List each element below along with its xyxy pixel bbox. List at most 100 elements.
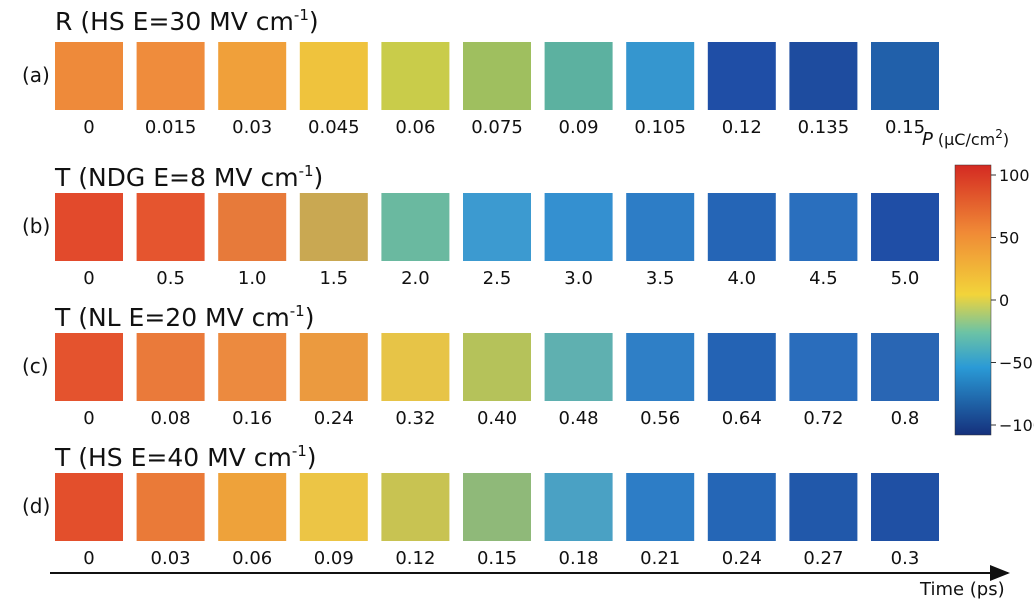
time-label: 0.09 <box>314 548 354 569</box>
time-label: 0.135 <box>798 117 850 138</box>
snapshot-tile <box>463 473 531 541</box>
title-sup: -1 <box>294 6 309 24</box>
snapshot-tile <box>381 193 450 261</box>
colorbar-unit-end: ) <box>1003 130 1009 149</box>
snapshot-tile <box>381 333 450 401</box>
panel-label: (c) <box>22 354 49 378</box>
time-label: 5.0 <box>891 268 920 289</box>
title-sup: -1 <box>290 302 305 320</box>
snapshot-tile <box>789 473 858 541</box>
snapshot-tile <box>789 193 858 261</box>
snapshot-tile <box>789 333 858 401</box>
snapshot-tile <box>626 42 695 110</box>
title-end: ) <box>305 303 315 332</box>
time-label: 0.24 <box>314 408 354 429</box>
time-label: 0 <box>83 548 94 569</box>
snapshot-tile <box>136 42 205 110</box>
time-label: 0.64 <box>722 408 762 429</box>
colorbar-unit: (μC/cm <box>938 130 995 149</box>
snapshot-tile <box>789 42 858 110</box>
colorbar-label: P (μC/cm2) <box>922 127 1009 150</box>
title-text: T (NDG E=8 MV cm <box>54 163 299 192</box>
time-label: 0.075 <box>471 117 523 138</box>
time-label: 0.03 <box>232 117 272 138</box>
time-label: 0.15 <box>885 117 925 138</box>
snapshot-tile <box>463 333 531 401</box>
panel-label: (d) <box>22 494 50 518</box>
snapshot-tile <box>626 333 695 401</box>
colorbar-symbol: P <box>922 129 933 150</box>
snapshot-tile <box>55 333 123 401</box>
time-label: 2.5 <box>483 268 512 289</box>
time-label: 0.18 <box>559 548 599 569</box>
time-label: 0.8 <box>891 408 920 429</box>
time-label: 0.21 <box>640 548 680 569</box>
snapshot-tile <box>218 333 287 401</box>
title-sup: -1 <box>299 162 314 180</box>
time-label: 1.0 <box>238 268 267 289</box>
time-label: 0.15 <box>477 548 517 569</box>
panel-label: (b) <box>22 214 50 238</box>
time-label: 0.015 <box>145 117 197 138</box>
snapshot-tile <box>218 42 287 110</box>
panel-title: T (HS E=40 MV cm-1) <box>54 442 317 472</box>
time-label: 0 <box>83 408 94 429</box>
snapshot-tile <box>299 42 368 110</box>
time-label: 0.03 <box>151 548 191 569</box>
time-label: 0 <box>83 117 94 138</box>
snapshot-tile <box>707 42 776 110</box>
time-label: 0.48 <box>559 408 599 429</box>
time-label: 3.5 <box>646 268 675 289</box>
title-text: T (HS E=40 MV cm <box>54 443 292 472</box>
snapshot-tile <box>136 333 205 401</box>
time-label: 0.24 <box>722 548 762 569</box>
snapshot-tile <box>381 473 450 541</box>
time-label: 0.3 <box>891 548 920 569</box>
time-label: 3.0 <box>564 268 593 289</box>
x-axis-label: Time (ps) <box>919 579 1005 600</box>
title-end: ) <box>314 163 324 192</box>
snapshot-tile <box>871 193 939 261</box>
snapshot-tile <box>707 473 776 541</box>
snapshot-tile <box>626 193 695 261</box>
snapshot-tile <box>463 42 531 110</box>
time-label: 4.5 <box>809 268 838 289</box>
panel-title: T (NDG E=8 MV cm-1) <box>54 162 323 192</box>
colorbar-unit-sup: 2 <box>995 127 1003 141</box>
panel-title: R (HS E=30 MV cm-1) <box>55 6 319 36</box>
time-label: 0.12 <box>722 117 762 138</box>
time-label: 0.09 <box>559 117 599 138</box>
panel-title: T (NL E=20 MV cm-1) <box>54 302 315 332</box>
snapshot-tile <box>707 193 776 261</box>
snapshot-tile <box>544 42 613 110</box>
snapshot-tile <box>55 473 123 541</box>
snapshot-tile <box>544 193 613 261</box>
time-label: 0.5 <box>156 268 185 289</box>
time-label: 1.5 <box>319 268 348 289</box>
title-text: R (HS E=30 MV cm <box>55 7 294 36</box>
title-end: ) <box>309 7 319 36</box>
time-label: 0.16 <box>232 408 272 429</box>
snapshot-tile <box>299 473 368 541</box>
time-label: 4.0 <box>727 268 756 289</box>
snapshot-tile <box>299 333 368 401</box>
snapshot-tile <box>55 193 123 261</box>
snapshot-tile <box>544 333 613 401</box>
snapshot-tile <box>707 333 776 401</box>
time-label: 0.27 <box>803 548 843 569</box>
time-label: 0.06 <box>395 117 435 138</box>
colorbar <box>954 164 992 436</box>
snapshot-tile <box>871 333 939 401</box>
time-label: 0.06 <box>232 548 272 569</box>
time-label: 0.56 <box>640 408 680 429</box>
snapshot-tile <box>381 42 450 110</box>
time-label: 0.045 <box>308 117 360 138</box>
time-label: 2.0 <box>401 268 430 289</box>
snapshot-tile <box>218 473 287 541</box>
colorbar-tick-label: 50 <box>999 229 1019 248</box>
snapshot-tile <box>218 193 287 261</box>
time-label: 0.12 <box>395 548 435 569</box>
snapshot-tile <box>871 42 939 110</box>
